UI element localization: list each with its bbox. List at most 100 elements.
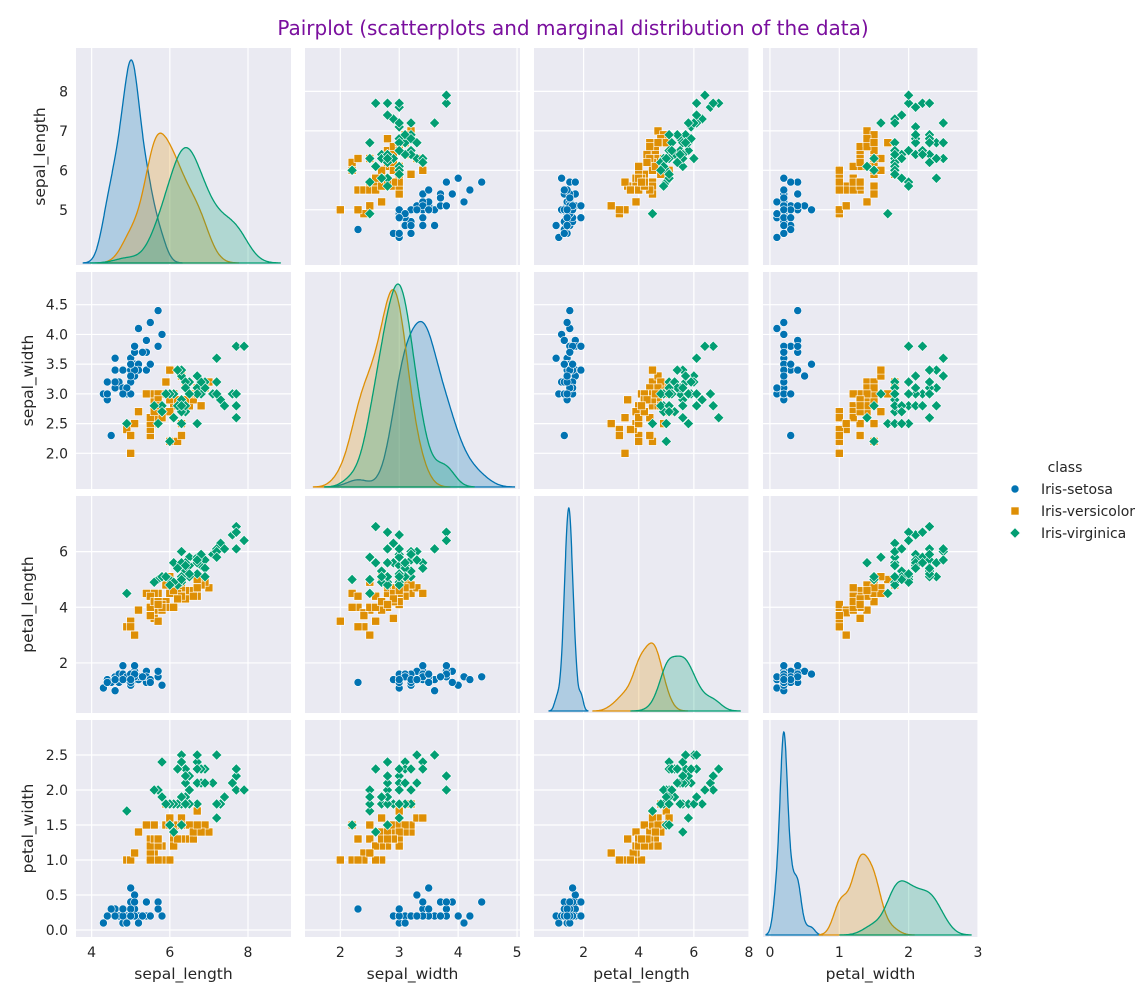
point-iris-versicolor <box>855 614 865 623</box>
point-iris-virginica <box>393 784 405 796</box>
point-iris-virginica <box>690 388 703 400</box>
point-iris-setosa <box>459 918 469 928</box>
point-iris-versicolor <box>189 591 198 601</box>
point-iris-virginica <box>909 370 922 382</box>
point-iris-virginica <box>896 109 908 121</box>
point-iris-virginica <box>682 144 695 157</box>
point-iris-versicolor <box>371 841 381 851</box>
point-iris-setosa <box>138 347 147 357</box>
point-iris-virginica <box>677 400 689 412</box>
x-tick-label: 6 <box>689 945 698 961</box>
panel-background <box>76 48 291 265</box>
point-iris-virginica <box>688 152 700 165</box>
point-iris-setosa <box>477 177 487 187</box>
point-iris-virginica <box>916 340 929 352</box>
point-iris-setosa <box>779 229 789 238</box>
y-tick-label: 4.5 <box>46 298 68 314</box>
y-tick-label: 6 <box>59 545 68 561</box>
y-tick-label: 3.5 <box>46 357 68 373</box>
point-iris-versicolor <box>353 834 363 844</box>
point-iris-setosa <box>394 229 404 238</box>
point-iris-virginica <box>671 364 683 376</box>
scatter-points <box>772 89 949 242</box>
point-iris-virginica <box>861 412 873 424</box>
point-iris-setosa <box>418 213 428 222</box>
point-iris-setosa <box>477 897 487 907</box>
point-iris-versicolor <box>834 600 844 609</box>
legend-item-iris-setosa: Iris-setosa <box>1010 482 1113 498</box>
panel-sepal_width-vs-petal_width <box>763 272 979 489</box>
point-iris-virginica <box>121 805 133 817</box>
scatter-points <box>335 520 487 696</box>
point-iris-setosa <box>122 918 132 928</box>
point-iris-setosa <box>807 359 816 369</box>
point-iris-virginica <box>211 388 223 400</box>
point-iris-virginica <box>238 534 250 547</box>
point-iris-versicolor <box>634 413 644 423</box>
point-iris-virginica <box>179 777 192 789</box>
point-iris-virginica <box>381 152 394 165</box>
point-iris-virginica <box>875 551 887 563</box>
point-iris-virginica <box>191 417 203 430</box>
point-iris-setosa <box>110 686 120 696</box>
point-iris-virginica <box>375 791 388 803</box>
point-iris-virginica <box>417 562 429 574</box>
point-iris-versicolor <box>626 185 635 195</box>
point-iris-virginica <box>875 117 887 129</box>
point-iris-setosa <box>565 306 575 315</box>
point-iris-setosa <box>138 911 147 921</box>
point-iris-virginica <box>364 137 376 149</box>
point-iris-versicolor <box>353 855 363 865</box>
point-iris-virginica <box>868 164 880 176</box>
point-iris-virginica <box>370 557 382 569</box>
point-iris-virginica <box>902 97 915 109</box>
point-iris-virginica <box>230 543 242 555</box>
point-iris-versicolor <box>394 841 404 851</box>
point-iris-setosa <box>562 205 572 215</box>
point-iris-versicolor <box>383 600 392 609</box>
point-iris-setosa <box>807 669 816 679</box>
point-iris-setosa <box>772 233 782 242</box>
y-tick-label: 6 <box>59 163 68 179</box>
point-iris-virginica <box>896 406 908 418</box>
point-iris-setosa <box>412 911 422 921</box>
point-iris-setosa <box>436 193 445 203</box>
point-iris-virginica <box>682 417 695 430</box>
point-iris-versicolor <box>606 848 616 858</box>
point-iris-setosa <box>110 353 120 363</box>
point-iris-setosa <box>570 177 580 187</box>
y-tick-label: 5 <box>59 203 68 219</box>
point-iris-virginica <box>440 89 453 101</box>
point-iris-virginica <box>671 763 683 775</box>
point-iris-versicolor <box>335 205 345 215</box>
scatter-points <box>772 520 949 696</box>
point-iris-virginica <box>685 376 697 388</box>
point-iris-setosa <box>779 661 789 671</box>
y-axis-label: sepal_width <box>19 335 38 427</box>
point-iris-virginica <box>657 180 670 192</box>
point-iris-versicolor <box>855 600 865 609</box>
point-iris-versicolor <box>389 594 398 604</box>
point-iris-virginica <box>381 526 394 538</box>
point-iris-setosa <box>772 209 782 218</box>
point-iris-versicolor <box>620 448 630 458</box>
point-iris-virginica <box>660 152 672 165</box>
point-iris-virginica <box>685 133 697 145</box>
point-iris-setosa <box>800 371 809 381</box>
point-iris-setosa <box>424 669 434 679</box>
point-iris-virginica <box>682 117 695 129</box>
point-iris-versicolor <box>347 602 357 612</box>
point-iris-virginica <box>690 400 703 412</box>
panel-petal_width-vs-sepal_width <box>305 720 520 937</box>
point-iris-virginica <box>663 168 675 180</box>
point-iris-virginica <box>909 562 922 574</box>
x-axis-label: sepal_length <box>134 965 232 984</box>
point-iris-setosa <box>157 680 167 690</box>
point-iris-versicolor <box>834 622 844 632</box>
point-iris-versicolor <box>353 205 363 215</box>
point-iris-setosa <box>779 371 789 381</box>
point-iris-versicolor <box>834 177 844 187</box>
legend-marker <box>1010 484 1020 494</box>
point-iris-versicolor <box>650 827 660 837</box>
point-iris-virginica <box>671 777 683 789</box>
